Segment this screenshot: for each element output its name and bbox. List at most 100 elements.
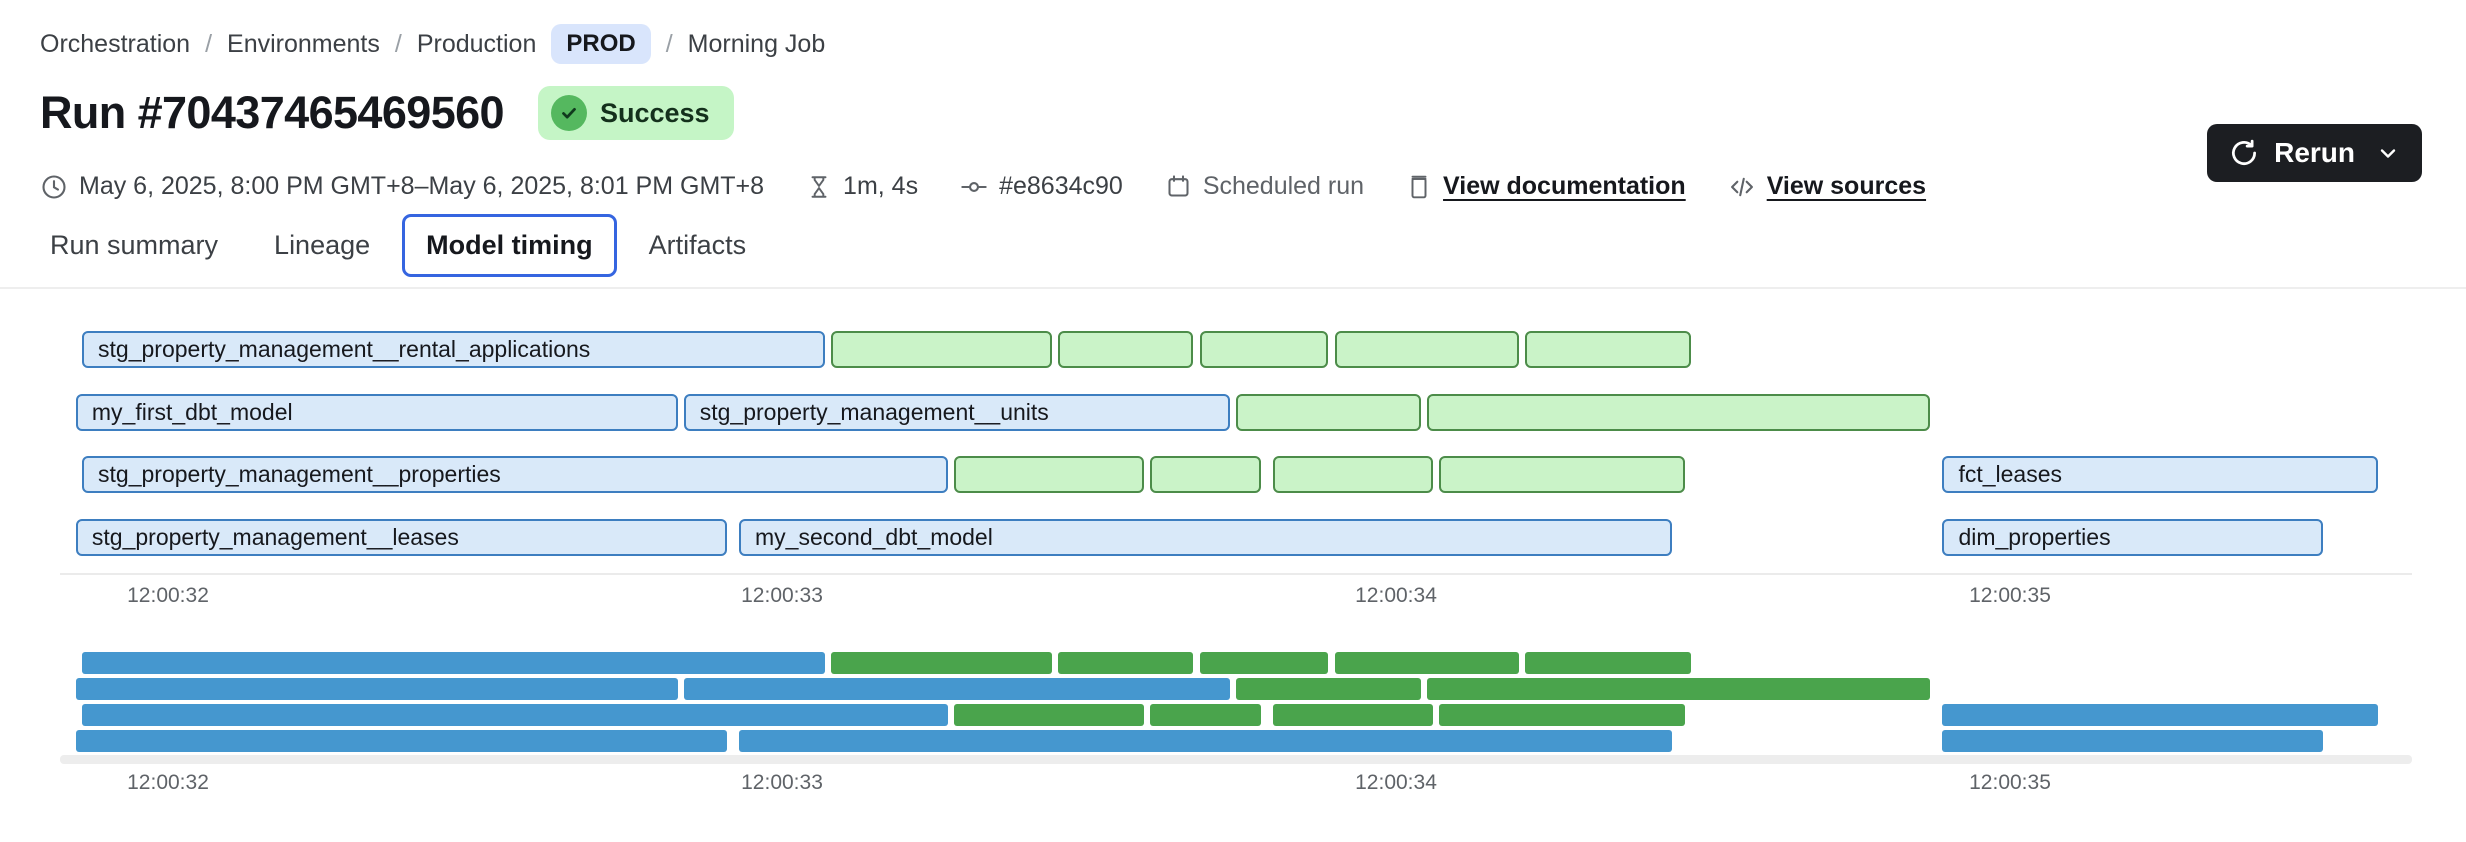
success-check-icon — [550, 95, 587, 131]
axis-tick-label: 12:00:35 — [1969, 771, 2051, 794]
run-meta-row: May 6, 2025, 8:00 PM GMT+8–May 6, 2025, … — [40, 172, 1926, 201]
minimap-bar — [1438, 704, 1685, 726]
gantt-bar[interactable] — [1438, 456, 1685, 493]
chevron-down-icon — [2376, 141, 2400, 165]
gantt-bar[interactable] — [953, 456, 1145, 493]
gantt-bar-fct_leases[interactable]: fct_leases — [1942, 456, 2379, 493]
minimap-bar — [739, 730, 1673, 752]
gantt-bar-stg_property_management__properties[interactable]: stg_property_management__properties — [82, 456, 948, 493]
view-sources[interactable]: View sources — [1728, 172, 1926, 201]
breadcrumb-separator: / — [205, 29, 213, 58]
gantt-bar-label: stg_property_management__properties — [98, 461, 501, 487]
minimap-bar — [1058, 652, 1194, 674]
gantt-bar[interactable] — [1058, 331, 1194, 368]
axis-tick-label: 12:00:34 — [1355, 584, 1437, 607]
commit-sha: #e8634c90 — [960, 172, 1123, 201]
breadcrumb: Orchestration / Environments / Productio… — [40, 24, 825, 64]
code-icon — [1728, 173, 1756, 201]
hourglass-icon — [806, 174, 832, 200]
run-tabs: Run summary Lineage Model timing Artifac… — [26, 214, 770, 277]
gantt-bar-dim_properties[interactable]: dim_properties — [1942, 519, 2324, 556]
commit-sha-label: #e8634c90 — [999, 172, 1123, 200]
tab-lineage[interactable]: Lineage — [274, 230, 371, 260]
minimap-bar — [831, 652, 1053, 674]
axis-tick-label: 12:00:33 — [741, 771, 823, 794]
rerun-button-label: Rerun — [2274, 137, 2355, 168]
run-time-range-label: May 6, 2025, 8:00 PM GMT+8–May 6, 2025, … — [79, 172, 765, 200]
gantt-bar-my_second_dbt_model[interactable]: my_second_dbt_model — [739, 519, 1673, 556]
gantt-bar[interactable] — [1199, 331, 1329, 368]
gantt-bar[interactable] — [1273, 456, 1433, 493]
status-badge-label: Success — [599, 97, 710, 128]
document-icon — [1406, 174, 1432, 200]
minimap-bar — [82, 704, 948, 726]
minimap-bar — [1150, 704, 1261, 726]
gantt-bar-label: stg_property_management__rental_applicat… — [98, 336, 591, 362]
gantt-bar-my_first_dbt_model[interactable]: my_first_dbt_model — [75, 394, 678, 431]
minimap-bar — [1273, 704, 1433, 726]
breadcrumb-morning-job[interactable]: Morning Job — [687, 29, 826, 58]
gantt-bar-label: my_second_dbt_model — [755, 524, 993, 550]
gantt-bar[interactable] — [1236, 394, 1421, 431]
breadcrumb-orchestration[interactable]: Orchestration — [40, 29, 191, 58]
refresh-icon — [2229, 138, 2259, 168]
gantt-bar-label: my_first_dbt_model — [91, 399, 293, 425]
view-documentation-link[interactable]: View documentation — [1443, 172, 1686, 200]
git-commit-icon — [960, 173, 988, 201]
tab-run-summary[interactable]: Run summary — [50, 230, 219, 260]
gantt-bar[interactable] — [1524, 331, 1691, 368]
tab-artifacts[interactable]: Artifacts — [648, 230, 747, 260]
minimap-bar — [75, 730, 727, 752]
tab-model-timing[interactable]: Model timing — [402, 214, 617, 277]
minimap-bar — [1942, 730, 2324, 752]
breadcrumb-separator: / — [665, 29, 673, 58]
axis-tick-label: 12:00:35 — [1969, 584, 2051, 607]
status-badge: Success — [537, 86, 734, 140]
minimap-bar — [683, 678, 1231, 700]
tabs-divider — [0, 287, 2466, 289]
gantt-bar-label: dim_properties — [1958, 524, 2111, 550]
gantt-bar[interactable] — [1334, 331, 1519, 368]
calendar-icon — [1165, 173, 1192, 200]
minimap-bar — [1236, 678, 1421, 700]
gantt-bar-label: fct_leases — [1958, 461, 2063, 487]
gantt-bar-stg_property_management__rental_applications[interactable]: stg_property_management__rental_applicat… — [82, 331, 825, 368]
gantt-bar-stg_property_management__leases[interactable]: stg_property_management__leases — [75, 519, 727, 556]
view-documentation[interactable]: View documentation — [1406, 172, 1686, 201]
axis-tick-label: 12:00:32 — [127, 771, 209, 794]
breadcrumb-production[interactable]: Production — [416, 29, 537, 58]
page-title: Run #70437465469560 — [40, 87, 505, 138]
minimap-bar — [1426, 678, 1931, 700]
run-duration-label: 1m, 4s — [843, 172, 919, 200]
clock-icon — [40, 173, 68, 201]
minimap-bar — [82, 652, 825, 674]
axis-tick-label: 12:00:33 — [741, 584, 823, 607]
minimap-bar — [75, 678, 678, 700]
breadcrumb-separator: / — [394, 29, 402, 58]
minimap-bar — [1334, 652, 1519, 674]
minimap-bar — [1524, 652, 1691, 674]
gantt-axis-line — [60, 573, 2412, 575]
run-duration: 1m, 4s — [806, 172, 918, 201]
rerun-button[interactable]: Rerun — [2207, 124, 2422, 182]
view-sources-link[interactable]: View sources — [1766, 172, 1927, 200]
trigger-type: Scheduled run — [1165, 172, 1364, 201]
title-row: Run #70437465469560 Success — [40, 86, 734, 140]
run-time-range: May 6, 2025, 8:00 PM GMT+8–May 6, 2025, … — [40, 172, 764, 201]
gantt-bar[interactable] — [1426, 394, 1931, 431]
minimap-bar — [1942, 704, 2379, 726]
axis-tick-label: 12:00:34 — [1355, 771, 1437, 794]
minimap-bar — [953, 704, 1145, 726]
gantt-bar[interactable] — [1150, 456, 1261, 493]
minimap-scroll-track[interactable] — [60, 755, 2412, 764]
minimap-bar — [1199, 652, 1329, 674]
axis-tick-label: 12:00:32 — [127, 584, 209, 607]
gantt-bar-stg_property_management__units[interactable]: stg_property_management__units — [683, 394, 1231, 431]
breadcrumb-environments[interactable]: Environments — [227, 29, 380, 58]
gantt-bar-label: stg_property_management__units — [699, 399, 1049, 425]
gantt-bar[interactable] — [831, 331, 1053, 368]
environment-badge: PROD — [551, 24, 651, 64]
gantt-bar-label: stg_property_management__leases — [91, 524, 459, 550]
trigger-type-label: Scheduled run — [1202, 172, 1365, 200]
